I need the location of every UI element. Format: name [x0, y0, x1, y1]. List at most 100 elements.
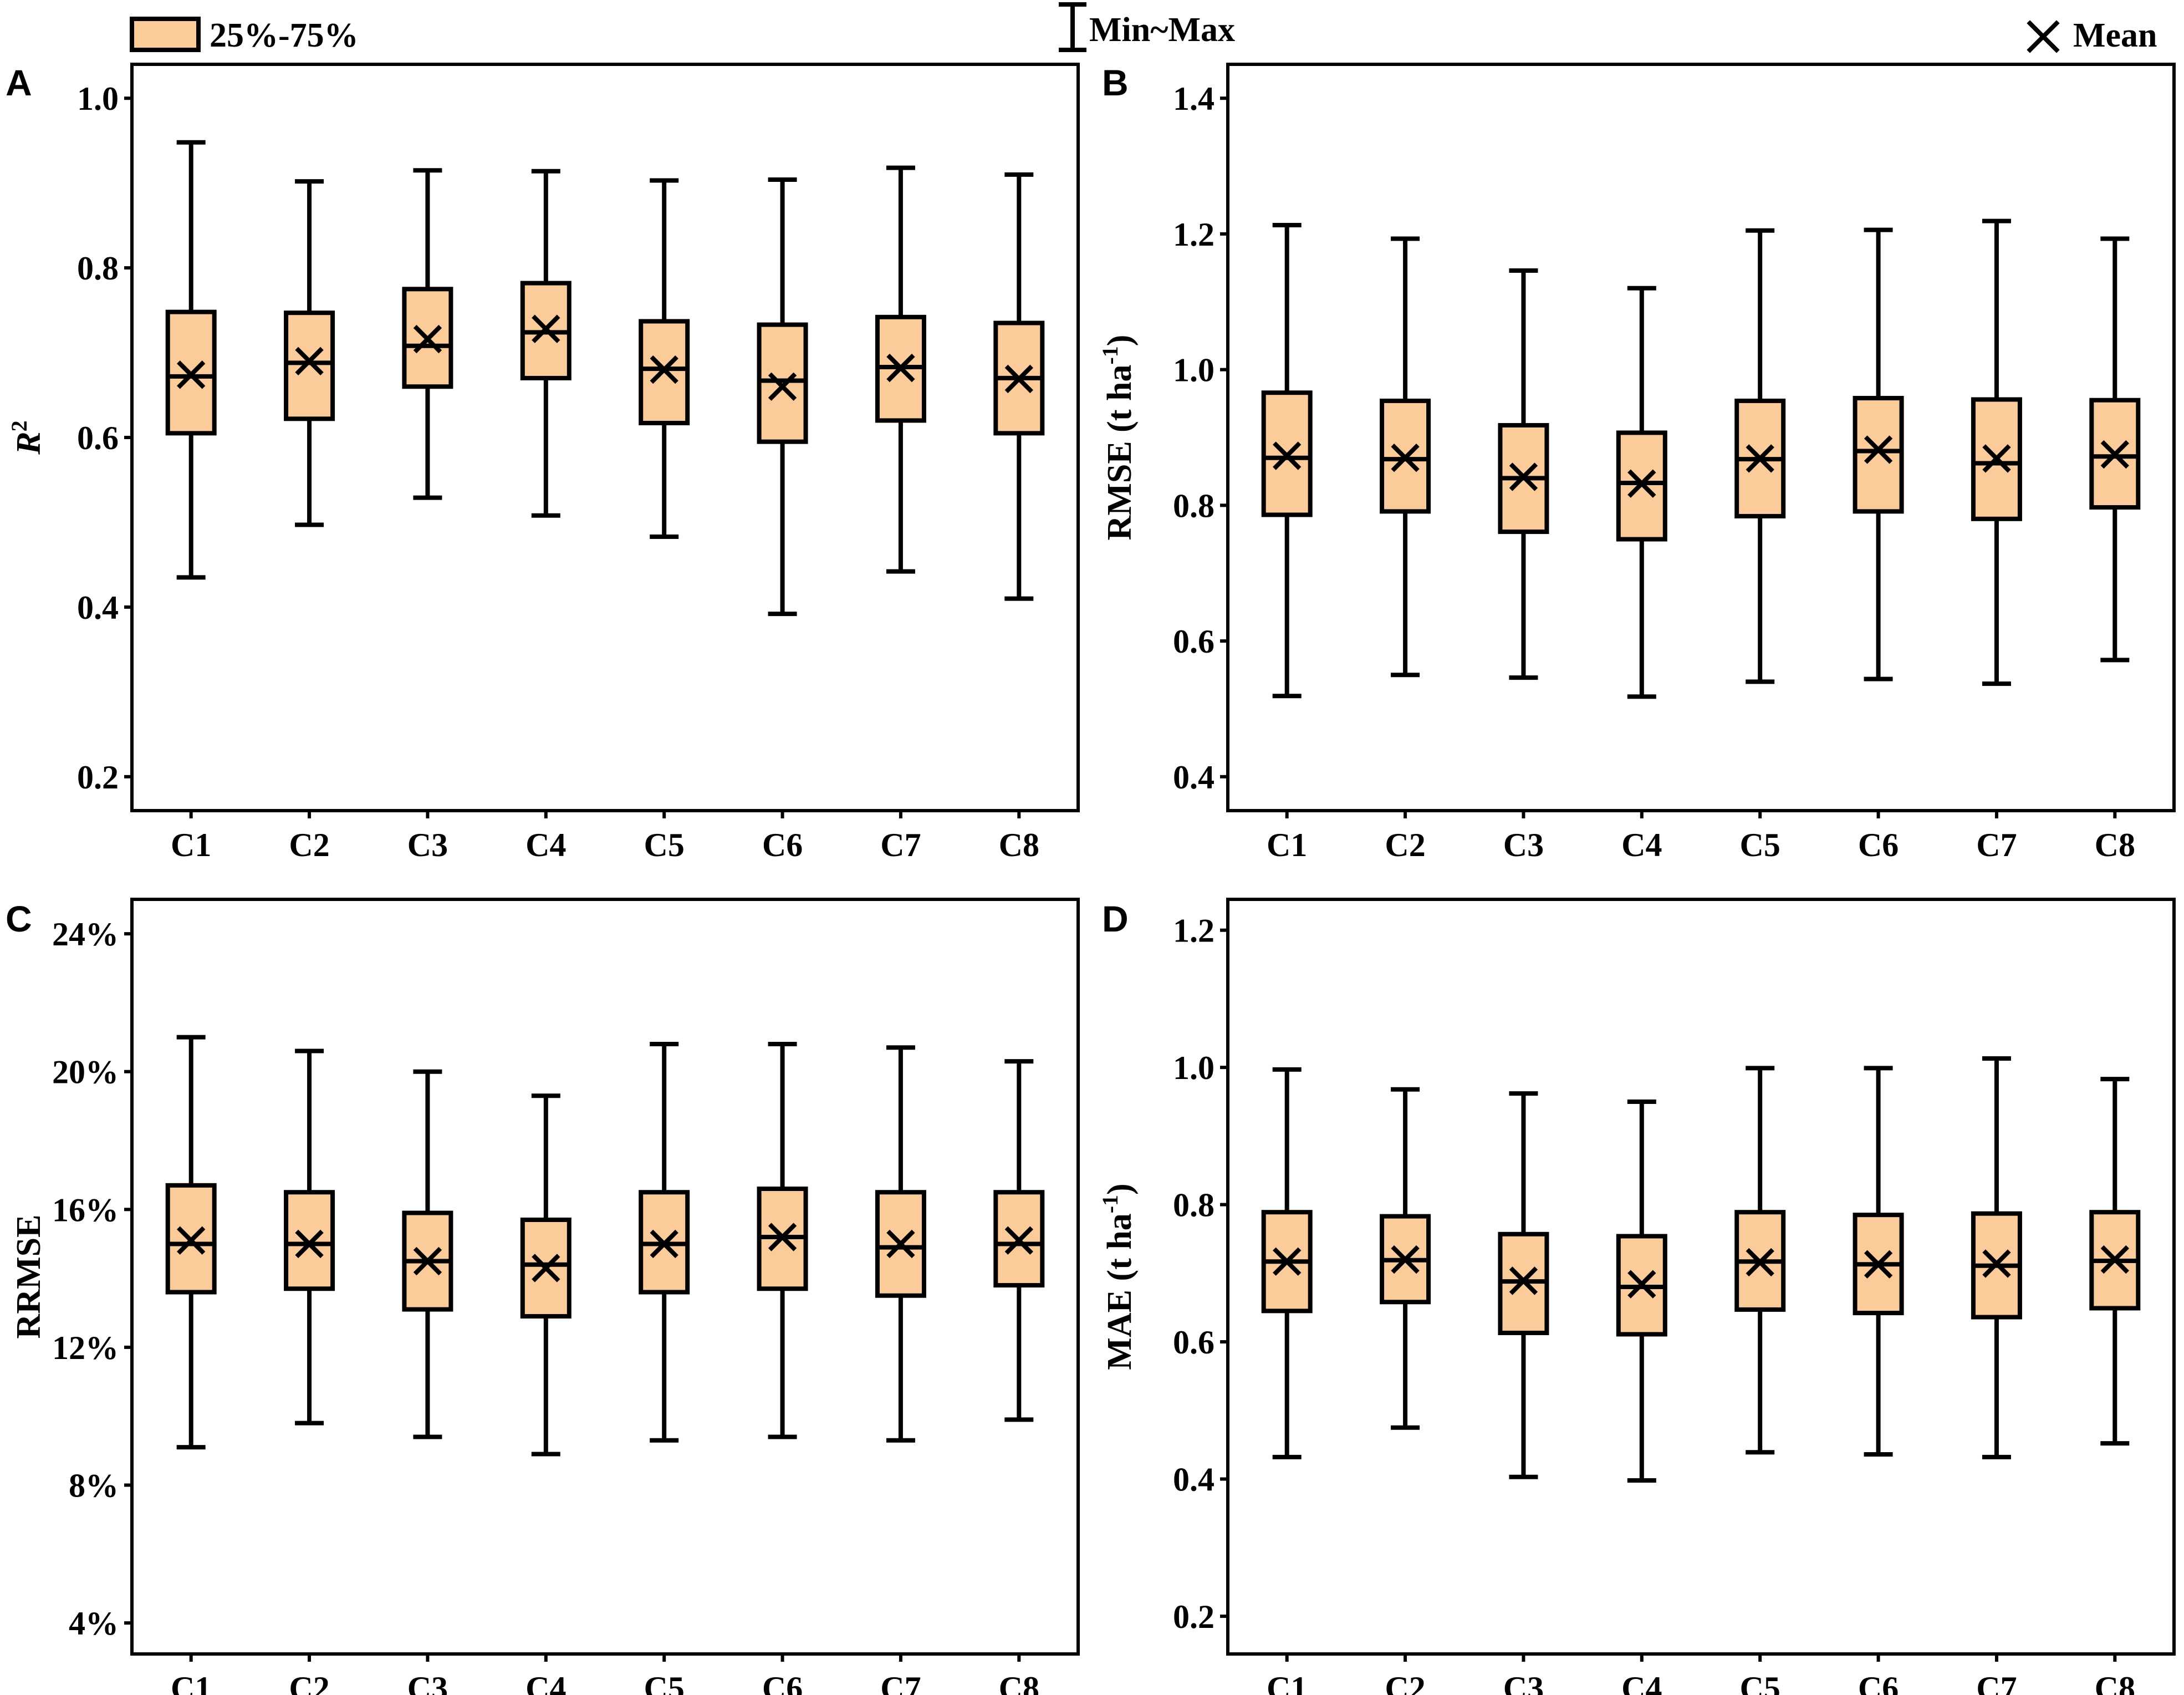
y-axis-title-base: MAE (t ha — [1101, 1213, 1139, 1370]
legend: 25%-75% Min~Max Mean — [130, 2, 2157, 54]
x-tick-label: C8 — [2095, 1670, 2135, 1695]
x-tick-label: C3 — [1503, 827, 1544, 863]
x-tick-label: C7 — [880, 1670, 921, 1695]
x-tick-label: C5 — [644, 1670, 685, 1695]
x-tick-label: C1 — [1267, 827, 1307, 863]
y-tick-label: 0.4 — [1173, 1461, 1215, 1498]
y-axis-title-tail: ) — [1101, 335, 1139, 347]
mean-marker-C3 — [1509, 462, 1538, 491]
x-tick-label: C8 — [2095, 827, 2135, 863]
y-axis-title-base: R — [10, 431, 48, 455]
mean-marker-C6 — [1864, 435, 1893, 464]
legend-box-swatch — [130, 17, 201, 52]
mean-marker-C1 — [1273, 441, 1302, 470]
x-tick-label: C7 — [1976, 827, 2017, 863]
y-tick-label: 8% — [69, 1467, 119, 1504]
mean-marker-C2 — [295, 1229, 324, 1259]
mean-marker-C3 — [1509, 1266, 1538, 1295]
x-tick-label: C5 — [644, 827, 685, 863]
y-tick-label: 1.4 — [1173, 80, 1215, 117]
legend-mean-label: Mean — [2073, 17, 2157, 54]
mean-marker-C5 — [1746, 444, 1774, 473]
mean-marker-C4 — [532, 1254, 560, 1282]
mean-marker-C8 — [2100, 440, 2129, 469]
y-axis-title: RMSE (t ha-1) — [1098, 335, 1139, 541]
x-tick-label: C6 — [762, 1670, 803, 1695]
legend-whisker-label: Min~Max — [1089, 11, 1235, 49]
panel-letter: A — [6, 62, 32, 103]
mean-marker-C5 — [1746, 1248, 1774, 1277]
y-tick-label: 0.2 — [1173, 1599, 1215, 1635]
plot-frame — [130, 63, 1080, 812]
mean-marker-C4 — [1627, 1270, 1656, 1299]
mean-marker-C7 — [886, 1229, 915, 1259]
panel-letter: D — [1102, 898, 1129, 939]
panel-letter: B — [1102, 62, 1129, 103]
x-tick-label: C3 — [407, 827, 448, 863]
x-tick-label: C7 — [880, 827, 921, 863]
mean-marker-C2 — [1391, 444, 1420, 472]
y-tick-label: 0.4 — [1173, 759, 1215, 796]
x-tick-label: C1 — [1267, 1670, 1307, 1695]
plot-frame — [1226, 898, 2176, 1656]
x-tick-label: C8 — [999, 1670, 1039, 1695]
y-tick-label: 1.2 — [1173, 216, 1215, 253]
panel-a: A 0.2 0.4 0.6 0.8 1.0 R2 C1 C2 C3 C4 C5 C6 C7 C8 — [6, 62, 1080, 863]
y-tick-label: 1.2 — [1173, 913, 1215, 949]
y-tick-label: 1.0 — [1173, 352, 1215, 389]
mean-marker-C2 — [295, 347, 324, 375]
mean-marker-C8 — [1004, 1226, 1033, 1255]
x-tick-label: C2 — [1385, 1670, 1425, 1695]
y-axis-title-sup: -1 — [1098, 346, 1122, 364]
mean-marker-C2 — [1391, 1245, 1420, 1274]
y-axis-title: MAE (t ha-1) — [1098, 1183, 1139, 1370]
mean-marker-C8 — [2100, 1245, 2129, 1274]
mean-marker-C1 — [177, 360, 206, 389]
mean-marker-C6 — [1864, 1250, 1893, 1279]
panel-d: D 0.2 0.4 0.6 0.8 1.0 1.2 MAE (t ha-1) C1 C2 C3 C4 C… — [1098, 898, 2176, 1695]
y-tick-label: 1.0 — [77, 80, 119, 117]
x-tick-label: C6 — [1858, 827, 1899, 863]
y-tick-label: 1.0 — [1173, 1050, 1215, 1086]
x-tick-label: C8 — [999, 827, 1039, 863]
x-tick-label: C2 — [1385, 827, 1425, 863]
y-tick-label: 16% — [52, 1192, 119, 1228]
x-tick-label: C2 — [289, 827, 329, 863]
panel-b: B 0.4 0.6 0.8 1.0 1.2 1.4 RMSE (t ha-1) C1 C2 C3 C4… — [1098, 62, 2176, 863]
plot-frame — [130, 898, 1080, 1656]
y-axis-title-tail: ) — [1101, 1183, 1139, 1195]
panel-letter: C — [6, 898, 32, 939]
legend-mean-icon — [2027, 20, 2060, 53]
y-axis-title-sup: 2 — [7, 420, 32, 431]
mean-marker-C6 — [768, 1223, 797, 1251]
x-tick-label: C5 — [1740, 1670, 1780, 1695]
box-C4 — [520, 1217, 571, 1319]
mean-marker-C7 — [1982, 444, 2011, 473]
mean-marker-C1 — [177, 1226, 206, 1255]
x-tick-label: C4 — [525, 827, 566, 863]
mean-marker-C4 — [1627, 469, 1656, 498]
mean-marker-C8 — [1004, 364, 1033, 394]
legend-box-label: 25%-75% — [210, 17, 359, 54]
mean-marker-C5 — [650, 1229, 678, 1259]
plot-frame — [1226, 63, 2176, 812]
y-axis-title: RRMSE — [10, 1215, 48, 1339]
box-C2 — [284, 1190, 335, 1291]
y-axis-title-base: RMSE (t ha — [1101, 365, 1139, 541]
legend-whisker-icon — [1059, 2, 1086, 52]
y-tick-label: 24% — [52, 916, 119, 953]
y-tick-label: 0.6 — [1173, 1324, 1215, 1361]
y-tick-label: 0.4 — [77, 589, 119, 626]
x-tick-label: C7 — [1976, 1670, 2017, 1695]
mean-marker-C7 — [1982, 1249, 2011, 1278]
mean-marker-C7 — [886, 353, 915, 383]
x-tick-label: C4 — [1621, 1670, 1662, 1695]
mean-marker-C6 — [768, 372, 797, 401]
y-axis-title-sup: -1 — [1098, 1195, 1122, 1213]
y-tick-label: 0.8 — [1173, 1187, 1215, 1224]
mean-marker-C1 — [1273, 1247, 1302, 1276]
x-tick-label: C4 — [1621, 827, 1662, 863]
x-tick-label: C1 — [171, 827, 211, 863]
y-tick-label: 4% — [69, 1605, 119, 1642]
y-tick-label: 20% — [52, 1054, 119, 1091]
